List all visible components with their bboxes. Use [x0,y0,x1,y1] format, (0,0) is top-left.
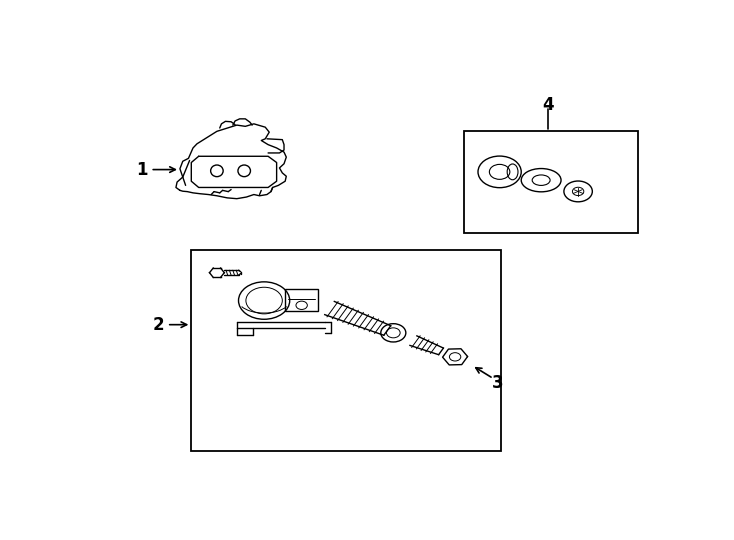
Text: 3: 3 [492,374,504,391]
Bar [465,131,638,233]
Bar [285,289,318,312]
Text: 2: 2 [153,316,164,334]
Bar [192,250,501,451]
Text: 1: 1 [136,160,148,179]
Text: 4: 4 [542,96,554,114]
